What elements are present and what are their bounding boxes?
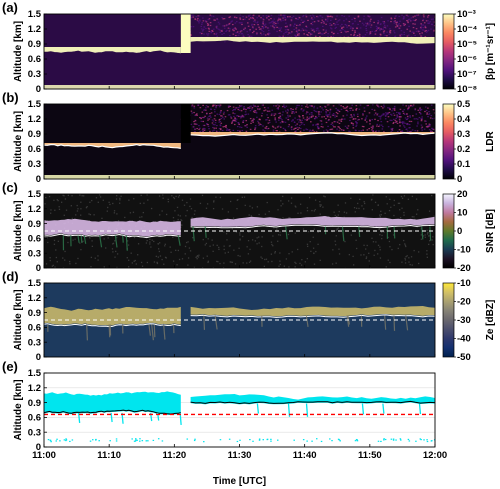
y-tick-label: 1.2: [28, 204, 41, 215]
y-tick-label: 0: [36, 174, 41, 185]
y-tick-label: 0: [36, 84, 41, 95]
x-tick-label: 11:30: [228, 450, 252, 461]
y-tick-label: 0.3: [28, 69, 41, 80]
colorbar-label: βp [m⁻¹sr⁻¹]: [485, 23, 496, 80]
y-tick-label: 0.6: [28, 234, 41, 245]
y-axis-label: Altitude [km]: [13, 289, 24, 350]
colorbar-tick-label: 10⁻⁸: [457, 84, 477, 95]
y-axis-label: Altitude [km]: [13, 21, 24, 82]
colorbar-tick-label: -10: [457, 278, 471, 289]
colorbar-tick-label: 10⁻⁶: [457, 54, 477, 65]
y-axis-label: Altitude [km]: [13, 200, 24, 261]
colorbar-tick-label: -30: [457, 315, 471, 326]
y-tick-label: 1.5: [28, 9, 42, 20]
y-tick-label: 0.3: [28, 248, 41, 259]
colorbar-label: SNR [dB]: [485, 209, 496, 253]
y-tick-label: 0.9: [28, 398, 41, 409]
y-tick-label: 0.6: [28, 144, 41, 155]
x-tick-label: 11:10: [97, 450, 121, 461]
y-tick-label: 1.2: [28, 24, 41, 35]
y-tick-label: 1.2: [28, 293, 41, 304]
y-axis-label: Altitude [km]: [13, 379, 24, 440]
panel-4-plot: 0 0.3 0.6 0.9 1.2 1.5 Altitude [km] (d) -10 -20 -3…: [2, 269, 496, 363]
colorbar-label: Ze [dBZ]: [485, 300, 496, 341]
y-tick-label: 1.5: [28, 368, 42, 379]
panel-4-colorbar: -10 -20 -30 -40 -50 Ze [dBZ]: [442, 278, 496, 363]
panel-1-plot: 0 0.3 0.6 0.9 1.2 1.5 Altitude [km] (a) 10⁻³ 10⁻⁴…: [2, 0, 496, 95]
y-tick-label: 0.9: [28, 129, 41, 140]
y-tick-label: 0: [36, 352, 41, 363]
y-tick-label: 0.9: [28, 219, 41, 230]
colorbar-tick-label: 0.1: [457, 159, 471, 170]
panel-5-plot: 0 0.3 0.6 0.9 1.2 1.5 11:00 11:10 11:20 11:30 11:4…: [2, 359, 447, 461]
y-tick-label: 0.6: [28, 323, 41, 334]
y-tick-label: 0: [36, 442, 41, 453]
colorbar-tick-label: 10⁻³: [457, 9, 476, 20]
y-tick-label: 1.2: [28, 383, 41, 394]
panel-label: (b): [2, 90, 19, 105]
colorbar-tick-label: -10: [457, 245, 471, 256]
panel-label: (a): [2, 0, 18, 15]
panel-label: (e): [2, 359, 18, 374]
y-tick-label: 0.6: [28, 413, 41, 424]
y-tick-label: 1.5: [28, 278, 42, 289]
y-tick-label: 0.3: [28, 427, 41, 438]
colorbar-tick-label: 0.2: [457, 144, 470, 155]
y-tick-label: 0.3: [28, 337, 41, 348]
colorbar-tick-label: 20: [457, 189, 468, 200]
colorbar-tick-label: 0: [457, 174, 462, 185]
colorbar-tick-label: 10⁻⁷: [457, 69, 477, 80]
colorbar-tick-label: -40: [457, 334, 471, 345]
panel-3-colorbar: 20 10 0 -10 -20 SNR [dB]: [442, 189, 496, 274]
panel-label: (c): [2, 180, 18, 195]
x-tick-label: 11:00: [32, 450, 56, 461]
colorbar-tick-label: 0.3: [457, 129, 470, 140]
colorbar-tick-label: 10: [457, 208, 468, 219]
colorbar-tick-label: -20: [457, 263, 471, 274]
y-tick-label: 0.9: [28, 308, 41, 319]
colorbar-tick-label: 0.5: [457, 99, 471, 110]
panel-1-colorbar: 10⁻³ 10⁻⁴ 10⁻⁵ 10⁻⁶ 10⁻⁷ 10⁻⁸ βp [m⁻¹sr⁻¹]: [442, 9, 496, 95]
colorbar-tick-label: 0.4: [457, 114, 471, 125]
x-axis-label: Time [UTC]: [213, 476, 266, 487]
colorbar-label: LDR: [485, 130, 496, 151]
y-tick-label: 0: [36, 263, 41, 274]
x-tick-label: 12:00: [423, 450, 447, 461]
y-tick-label: 0.3: [28, 159, 41, 170]
panel-3-plot: 0 0.3 0.6 0.9 1.2 1.5 Altitude [km] (c) 20 10 0 -10…: [2, 180, 496, 274]
y-tick-label: 1.5: [28, 99, 42, 110]
x-tick-label: 11:20: [162, 450, 186, 461]
y-tick-label: 1.2: [28, 114, 41, 125]
x-tick-label: 11:40: [293, 450, 317, 461]
x-tick-label: 11:50: [358, 450, 382, 461]
y-tick-label: 0.6: [28, 54, 41, 65]
y-axis-label: Altitude [km]: [13, 111, 24, 172]
y-tick-label: 1.5: [28, 189, 42, 200]
colorbar-tick-label: -20: [457, 297, 471, 308]
y-tick-label: 0.9: [28, 39, 41, 50]
colorbar-tick-label: 10⁻⁵: [457, 39, 477, 50]
colorbar-tick-label: 10⁻⁴: [457, 24, 478, 35]
panel-label: (d): [2, 269, 19, 284]
colorbar-tick-label: 0: [457, 226, 462, 237]
colorbar-tick-label: -50: [457, 352, 471, 363]
panel-2-colorbar: 0.5 0.4 0.3 0.2 0.1 0 LDR: [442, 99, 496, 185]
